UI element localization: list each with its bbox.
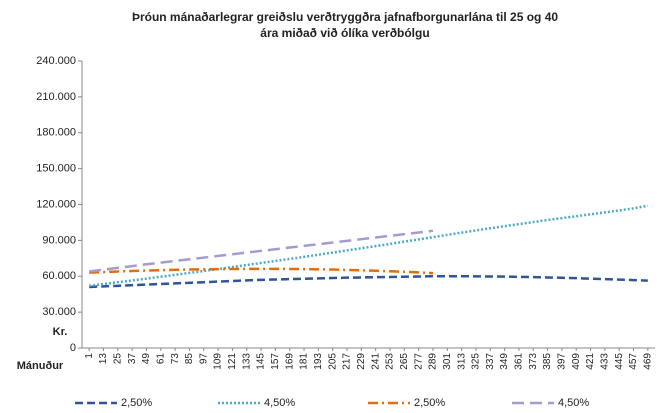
x-tick-label: 61	[155, 353, 166, 365]
x-tick-label: 373	[528, 353, 539, 370]
x-tick-label: 277	[413, 353, 424, 370]
x-tick-label: 97	[198, 353, 209, 365]
x-tick-label: 445	[614, 353, 625, 370]
chart-title: Þróun mánaðarlegrar greiðslu verðtryggðr…	[132, 10, 558, 24]
x-tick-label: 313	[456, 353, 467, 370]
series-line	[89, 229, 434, 273]
y-tick-label: 30.000	[42, 306, 76, 318]
x-tick-label: 121	[227, 353, 238, 370]
y-tick-label: 210.000	[36, 91, 76, 103]
legend-label: 2,50%	[414, 397, 445, 409]
x-tick-label: 37	[127, 353, 138, 365]
x-tick-label: 145	[256, 353, 267, 370]
x-tick-label: 421	[585, 353, 596, 370]
x-tick-label: 337	[485, 353, 496, 370]
y-tick-label: 60.000	[42, 270, 76, 282]
x-tick-label: 409	[571, 353, 582, 370]
x-tick-label: 25	[112, 353, 123, 365]
legend-label: 4,50%	[558, 397, 589, 409]
x-axis-label: Mánuður	[17, 360, 64, 372]
x-tick-label: 241	[370, 353, 381, 370]
x-tick-label: 349	[499, 353, 510, 370]
y-tick-label: 150.000	[36, 163, 76, 175]
x-tick-label: 109	[213, 353, 224, 370]
x-tick-label: 85	[184, 353, 195, 365]
x-tick-label: 301	[442, 353, 453, 370]
x-tick-label: 289	[428, 353, 439, 370]
y-tick-label: 120.000	[36, 198, 76, 210]
x-tick-label: 457	[628, 353, 639, 370]
x-tick-label: 181	[299, 353, 310, 370]
x-tick-label: 397	[557, 353, 568, 370]
x-tick-label: 193	[313, 353, 324, 370]
x-tick-label: 229	[356, 353, 367, 370]
x-tick-label: 157	[270, 353, 281, 370]
x-tick-label: 205	[327, 353, 338, 370]
x-tick-label: 49	[141, 353, 152, 365]
series-line	[89, 275, 648, 289]
x-tick-label: 265	[399, 353, 410, 370]
x-tick-label: 253	[385, 353, 396, 370]
x-tick-label: 433	[600, 353, 611, 370]
y-tick-label: 180.000	[36, 127, 76, 139]
x-tick-label: 325	[471, 353, 482, 370]
x-tick-label: 169	[284, 353, 295, 370]
y-tick-label: 0	[70, 342, 76, 354]
legend-label: 2,50%	[121, 397, 152, 409]
x-tick-label: 73	[170, 353, 181, 365]
y-tick-label: 90.000	[42, 234, 76, 246]
x-tick-label: 13	[98, 353, 109, 365]
y-tick-label: 240.000	[36, 55, 76, 67]
chart-title: ára miðað við ólíka verðbólgu	[260, 26, 429, 40]
series-line	[89, 204, 649, 288]
series-line	[89, 267, 434, 275]
x-tick-label: 1	[84, 353, 95, 359]
x-tick-label: 469	[642, 353, 653, 370]
x-tick-label: 217	[342, 353, 353, 370]
x-tick-label: 385	[542, 353, 553, 370]
y-axis-label: Kr.	[53, 326, 68, 338]
legend-label: 4,50%	[264, 397, 295, 409]
x-tick-label: 133	[241, 353, 252, 370]
x-tick-label: 361	[514, 353, 525, 370]
